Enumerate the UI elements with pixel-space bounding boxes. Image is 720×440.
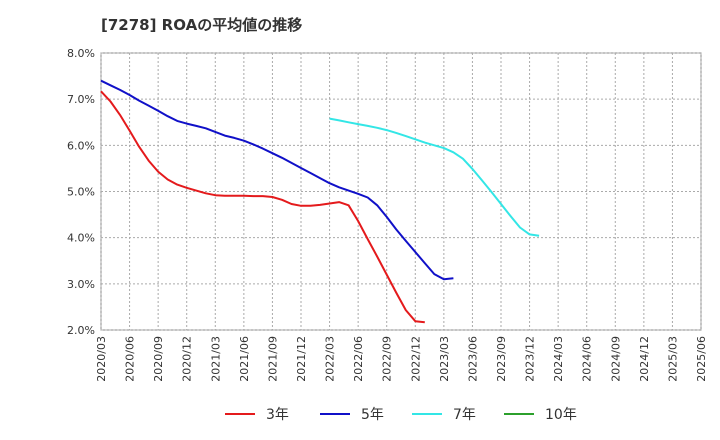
x-tick-label: 2025/06: [695, 336, 708, 382]
x-tick-label: 2020/09: [152, 336, 165, 382]
x-tick-label: 2023/06: [466, 336, 479, 382]
x-tick-label: 2021/06: [238, 336, 251, 382]
series-line-5年: [100, 79, 454, 281]
series-layer: [100, 79, 540, 324]
x-tick-label: 2021/09: [266, 336, 279, 382]
x-tick-label: 2020/06: [124, 336, 137, 382]
series-line-7年: [329, 117, 540, 237]
y-tick-label: 7.0%: [67, 93, 95, 106]
x-tick-label: 2024/09: [609, 336, 622, 382]
y-tick-label: 8.0%: [67, 47, 95, 60]
x-tick-label: 2022/06: [352, 336, 365, 382]
y-tick-label: 6.0%: [67, 139, 95, 152]
y-tick-label: 2.0%: [67, 324, 95, 337]
x-tick-label: 2024/12: [638, 336, 651, 382]
y-tick-label: 5.0%: [67, 186, 95, 199]
x-tick-label: 2020/12: [181, 336, 194, 382]
x-tick-label: 2024/06: [581, 336, 594, 382]
y-tick-label: 3.0%: [67, 278, 95, 291]
legend-label: 10年: [545, 407, 577, 423]
series-line-3年: [100, 90, 425, 324]
x-tick-label: 2023/09: [495, 336, 508, 382]
legend-label: 7年: [453, 407, 476, 423]
chart-title: [7278] ROAの平均値の推移: [101, 16, 303, 34]
legend: 3年 5年 7年 10年: [225, 407, 577, 423]
legend-label: 5年: [361, 407, 384, 423]
x-tick-label: 2023/03: [438, 336, 451, 382]
grid-layer: [100, 52, 702, 331]
x-tick-label: 2022/09: [381, 336, 394, 382]
x-tick-label: 2021/03: [209, 336, 222, 382]
x-tick-label: 2020/03: [95, 336, 108, 382]
y-tick-label: 4.0%: [67, 232, 95, 245]
legend-label: 3年: [266, 407, 289, 423]
x-tick-label: 2025/03: [666, 336, 679, 382]
x-tick-label: 2021/12: [295, 336, 308, 382]
x-tick-label: 2022/03: [324, 336, 337, 382]
x-tick-label: 2023/12: [524, 336, 537, 382]
x-tick-label: 2024/03: [552, 336, 565, 382]
axis-layer: 2.0% 3.0% 4.0% 5.0% 6.0% 7.0% 8.0% 2020/03 2020/…: [67, 47, 708, 382]
x-tick-label: 2022/12: [409, 336, 422, 382]
